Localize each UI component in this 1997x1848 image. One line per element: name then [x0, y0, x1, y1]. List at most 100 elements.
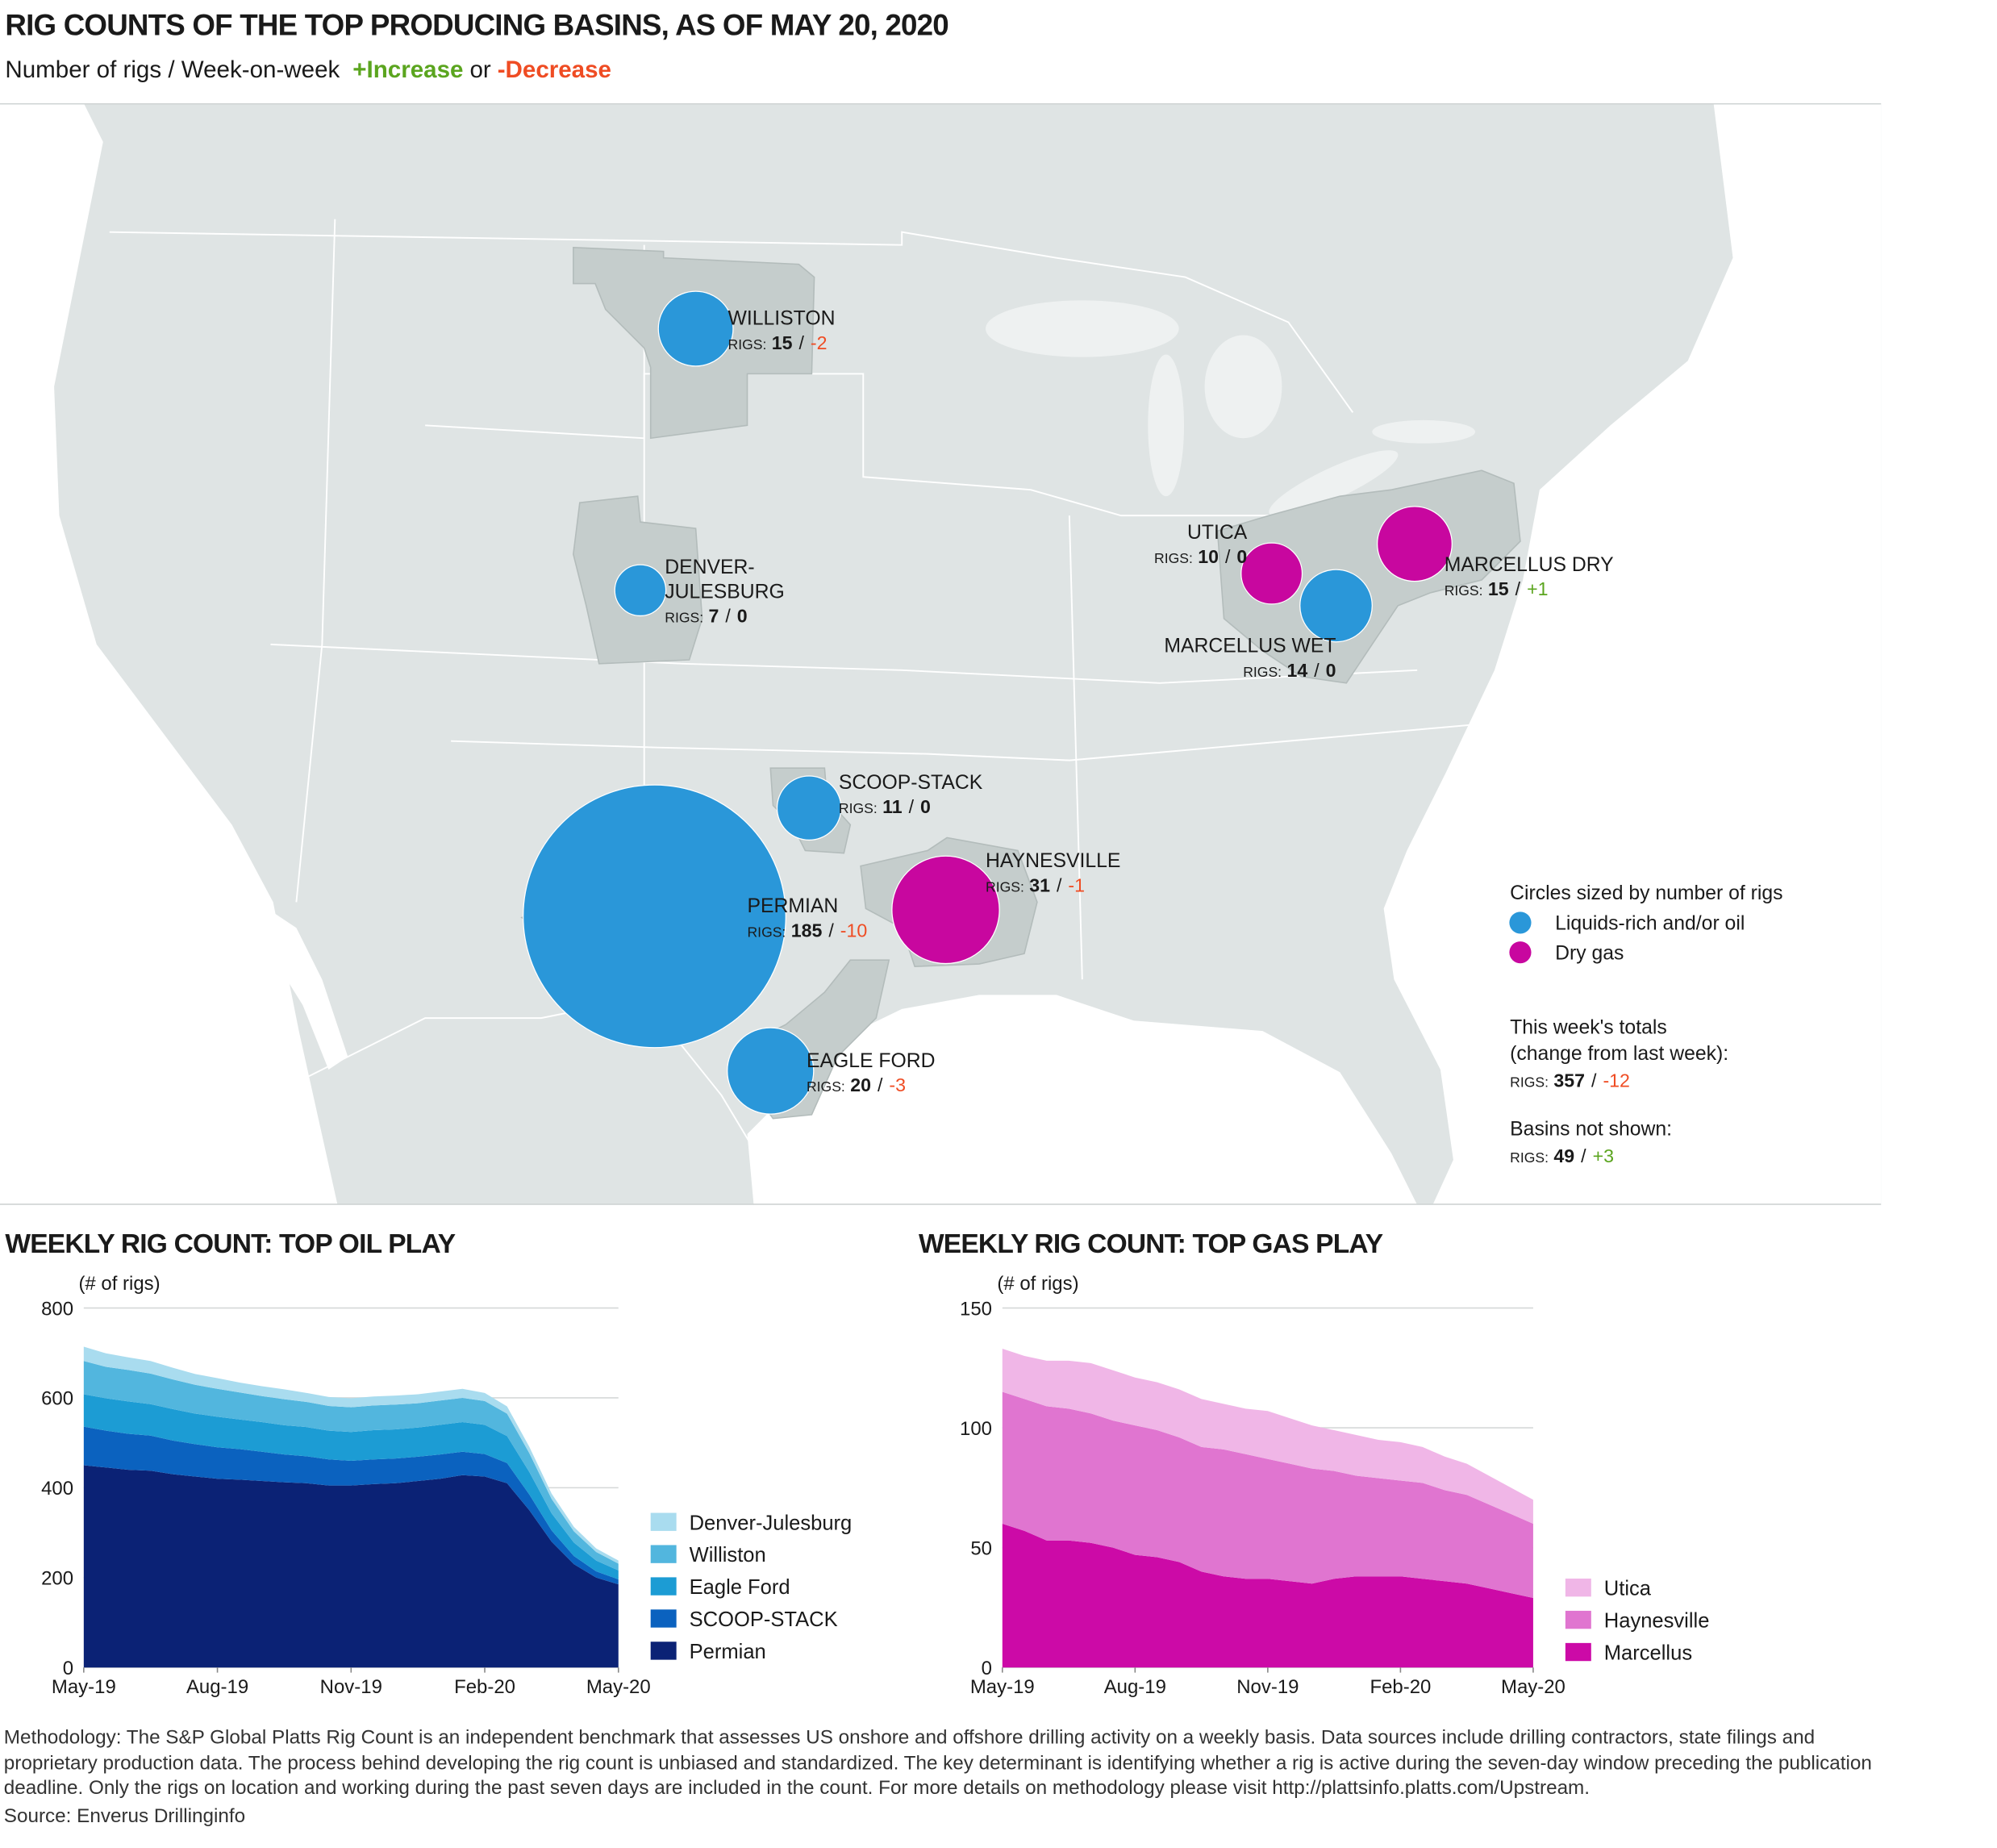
rigs-change: -10: [840, 920, 867, 941]
x-tick-label: May-20: [586, 1676, 651, 1698]
rigs-row: RIGS: 10 /0: [1154, 546, 1247, 567]
map: [0, 102, 1882, 1205]
rigs-label: RIGS:: [807, 1078, 845, 1095]
rigs-value: 14: [1286, 660, 1307, 681]
separator: /: [1057, 875, 1062, 896]
separator: /: [909, 796, 915, 817]
y-axis-label: (# of rigs): [997, 1273, 1078, 1295]
basin-circle: [614, 564, 667, 617]
y-tick-label: 100: [960, 1418, 992, 1440]
lake: [1148, 354, 1185, 497]
rigs-value: 20: [850, 1074, 871, 1095]
legend-swatch: [1565, 1610, 1591, 1629]
legend-label: SCOOP-STACK: [690, 1608, 838, 1631]
footer: Methodology: The S&P Global Platts Rig C…: [4, 1725, 1878, 1829]
legend-label: Permian: [690, 1641, 766, 1663]
increase-label: +Increase: [352, 56, 463, 83]
border: [295, 219, 336, 903]
y-axis-label: (# of rigs): [78, 1273, 160, 1295]
rigs-value: 185: [791, 920, 823, 941]
totals-text: This week's totals: [1510, 1016, 1667, 1038]
rigs-value: 10: [1198, 546, 1219, 567]
y-tick-label: 50: [970, 1537, 992, 1559]
separator: /: [878, 1074, 883, 1095]
legend-label: Denver-Julesburg: [690, 1512, 853, 1534]
rigs-change: 0: [737, 606, 748, 627]
basin-circle: [523, 784, 786, 1049]
legend-label: Haynesville: [1604, 1610, 1710, 1633]
rigs-label: RIGS:: [1445, 582, 1483, 599]
lake: [1204, 335, 1282, 439]
rigs-value: 357: [1553, 1070, 1585, 1091]
lake: [1372, 419, 1476, 444]
basin-name: DENVER-: [665, 557, 754, 578]
decrease-label: -Decrease: [498, 56, 611, 83]
rigs-row: RIGS: 11 /0: [839, 796, 931, 817]
legend-swatch: [650, 1609, 677, 1628]
y-tick-label: 0: [63, 1658, 73, 1679]
borders: [109, 219, 1508, 1161]
y-tick-label: 600: [41, 1388, 73, 1410]
footer-box: Methodology: The S&P Global Platts Rig C…: [4, 1725, 1878, 1829]
rigs-value: 15: [1488, 578, 1509, 599]
rigs-label: RIGS:: [748, 924, 786, 940]
rigs-row: RIGS: 15 / -2: [728, 332, 828, 353]
pacific-ocean: [0, 102, 338, 1205]
source: Source: Enverus Drillinginfo: [3, 1804, 246, 1827]
x-tick-label: Nov-19: [320, 1676, 382, 1698]
area: [83, 1465, 619, 1668]
rigs-row: RIGS: 14 / 0: [1243, 660, 1336, 681]
rigs-label: RIGS:: [986, 879, 1024, 895]
rigs-value: 7: [708, 606, 719, 627]
legend-label: Liquids-rich and/or oil: [1555, 913, 1745, 935]
rigs-value: 49: [1553, 1145, 1574, 1166]
basin-name: PERMIAN: [748, 895, 839, 917]
legend-label: Marcellus: [1604, 1642, 1692, 1665]
x-tick-label: Aug-19: [186, 1676, 248, 1698]
rigs-change: -2: [811, 332, 828, 353]
legend-swatch: [1509, 941, 1532, 964]
gulf-of-california: [257, 902, 348, 1070]
title: RIG COUNTS OF THE TOP PRODUCING BASINS, …: [5, 8, 948, 41]
y-tick-label: 0: [982, 1658, 992, 1679]
legend-swatch: [650, 1642, 677, 1660]
separator: /: [799, 332, 805, 353]
legend-label: Utica: [1604, 1578, 1652, 1600]
rigs-row: RIGS: 20 / -3: [807, 1074, 906, 1095]
legend-swatch: [1565, 1642, 1591, 1662]
area: [83, 1346, 619, 1564]
chart-title: WEEKLY RIG COUNT: TOP GAS PLAY: [919, 1229, 1383, 1259]
rigs-label: RIGS:: [728, 336, 767, 352]
basin-circle: [776, 775, 842, 841]
rigs-change: 0: [1236, 546, 1247, 567]
legend-swatch: [1565, 1578, 1591, 1597]
legend-label: Williston: [690, 1544, 766, 1566]
separator: /: [1515, 578, 1521, 599]
area: [83, 1394, 619, 1580]
separator: /: [1581, 1145, 1586, 1166]
basin-name: MARCELLUS DRY: [1445, 554, 1614, 576]
rigs-label: RIGS:: [1510, 1074, 1549, 1091]
rigs-row: RIGS: 49 / +3: [1510, 1145, 1614, 1166]
basin-circle: [1240, 542, 1303, 605]
rigs-change: +3: [1593, 1145, 1614, 1166]
separator: /: [1314, 660, 1320, 681]
basin-name: JULESBURG: [665, 581, 785, 603]
y-tick-label: 150: [960, 1298, 992, 1320]
rigs-change: 0: [920, 796, 931, 817]
x-tick-label: May-19: [970, 1676, 1035, 1698]
rigs-label: RIGS:: [1510, 1149, 1549, 1166]
separator: /: [1591, 1070, 1597, 1091]
rigs-value: 11: [882, 796, 903, 817]
legend-swatch: [650, 1577, 677, 1596]
lake: [986, 300, 1179, 357]
legend-label: Eagle Ford: [690, 1576, 790, 1599]
separator: /: [1225, 546, 1231, 567]
rigs-change: -1: [1068, 875, 1085, 896]
rigs-change: -3: [889, 1074, 906, 1095]
lake: [1269, 450, 1399, 517]
basin-name: EAGLE FORD: [807, 1050, 936, 1072]
x-tick-label: May-20: [1501, 1676, 1565, 1698]
